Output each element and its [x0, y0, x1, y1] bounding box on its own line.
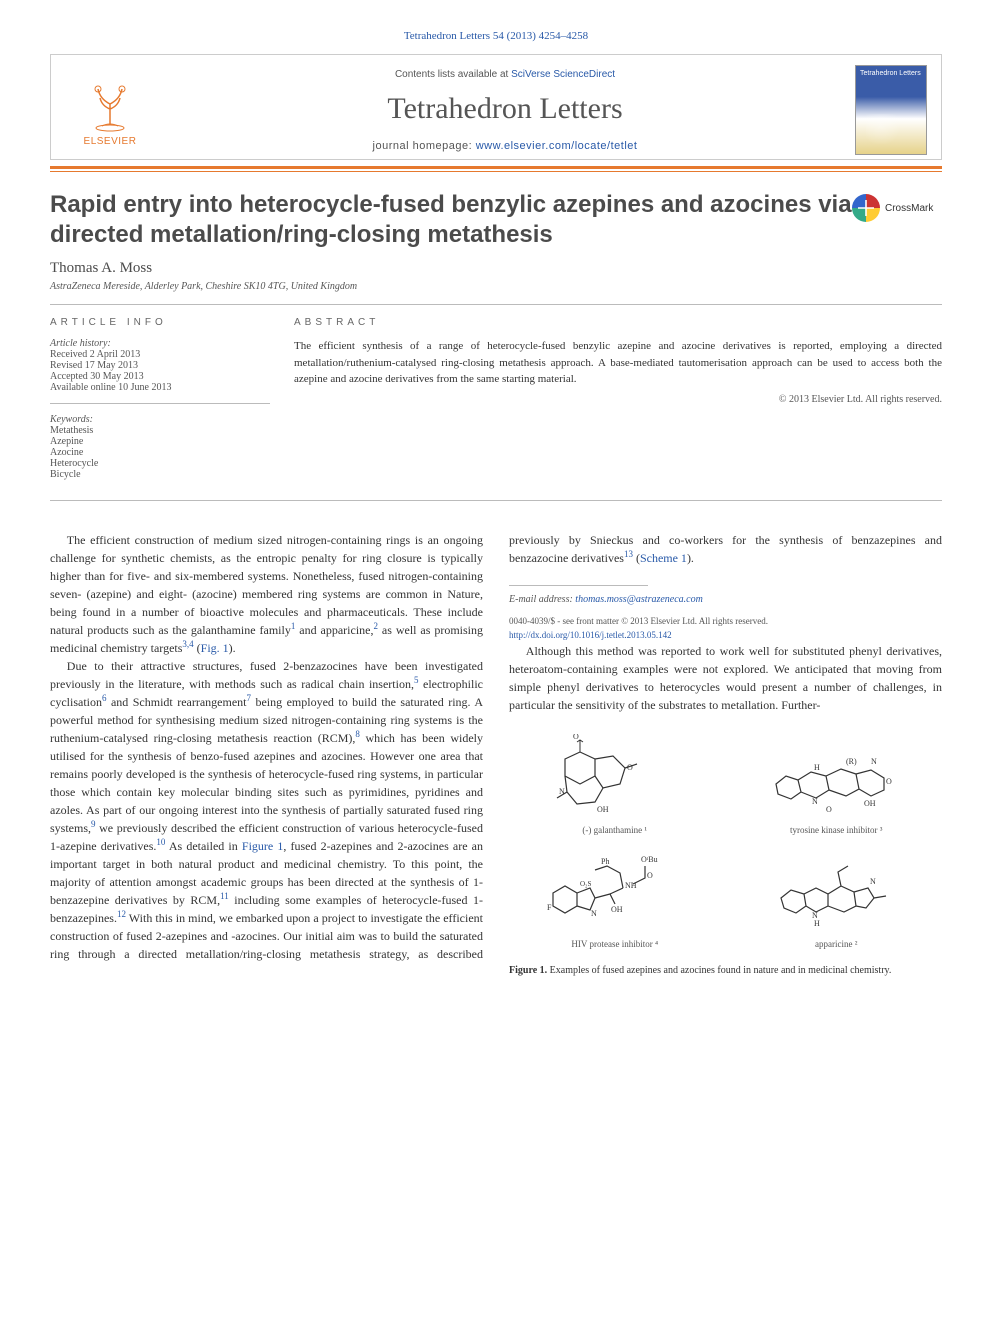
svg-text:(R): (R) — [846, 757, 857, 766]
keywords-block: Keywords: Metathesis Azepine Azocine Het… — [50, 414, 270, 480]
doi-link[interactable]: http://dx.doi.org/10.1016/j.tetlet.2013.… — [509, 630, 672, 640]
figure-1: O O N OH (-) galanthamine ¹ — [509, 728, 942, 978]
ref-11[interactable]: 11 — [220, 891, 229, 901]
molecule-hiv: F O₂S N OH NH O OᵗBu Ph — [509, 848, 721, 952]
crossmark-badge[interactable]: CrossMark — [852, 194, 942, 222]
fig1-link[interactable]: Fig. 1 — [201, 641, 229, 655]
svg-text:F: F — [547, 903, 552, 912]
ref-12[interactable]: 12 — [117, 909, 126, 919]
figure-1-caption: Figure 1. Examples of fused azepines and… — [509, 963, 942, 978]
fig1-link-2[interactable]: Figure 1 — [242, 839, 283, 853]
homepage-link[interactable]: www.elsevier.com/locate/tetlet — [476, 140, 638, 152]
svg-text:H: H — [814, 919, 820, 928]
ref-13[interactable]: 13 — [624, 549, 633, 559]
article-body: The efficient construction of medium siz… — [50, 500, 942, 978]
svg-text:O: O — [573, 734, 579, 741]
svg-text:N: N — [870, 877, 876, 886]
svg-text:OᵗBu: OᵗBu — [641, 855, 658, 864]
molecule-apparicine: N H N apparicine ² — [731, 848, 943, 952]
journal-cover-thumbnail: Tetrahedron Letters — [855, 65, 927, 155]
article-info-label: ARTICLE INFO — [50, 317, 270, 328]
ref-3-4[interactable]: 3,4 — [182, 639, 193, 649]
body-paragraph-3: Although this method was reported to wor… — [509, 642, 942, 714]
svg-text:N: N — [591, 909, 597, 918]
journal-masthead: ELSEVIER Contents lists available at Sci… — [50, 54, 942, 160]
svg-text:OH: OH — [611, 905, 623, 914]
author-name: Thomas A. Moss — [50, 260, 942, 277]
publisher-logo-block: ELSEVIER — [65, 74, 155, 147]
svg-text:OH: OH — [864, 799, 876, 808]
footer-copyright: 0040-4039/$ - see front matter © 2013 El… — [509, 615, 942, 642]
svg-text:O: O — [826, 805, 832, 814]
svg-text:OH: OH — [597, 805, 609, 814]
email-link[interactable]: thomas.moss@astrazeneca.com — [575, 594, 703, 605]
crossmark-icon — [852, 194, 880, 222]
sciencedirect-link[interactable]: SciVerse ScienceDirect — [511, 69, 615, 80]
molecule-tki: N H O (R) O OH N tyrosine kinase inhibit… — [731, 734, 943, 838]
svg-text:O: O — [886, 777, 892, 786]
article-history: Article history: Received 2 April 2013 R… — [50, 338, 270, 404]
header-citation: Tetrahedron Letters 54 (2013) 4254–4258 — [50, 30, 942, 42]
journal-title: Tetrahedron Letters — [155, 92, 855, 126]
body-paragraph-1: The efficient construction of medium siz… — [50, 531, 483, 657]
author-affiliation: AstraZeneca Mereside, Alderley Park, Che… — [50, 281, 942, 292]
footnote-divider — [509, 585, 648, 592]
svg-text:N: N — [871, 757, 877, 766]
abstract-text: The efficient synthesis of a range of he… — [294, 338, 942, 388]
svg-text:N: N — [812, 797, 818, 806]
article-title: Rapid entry into heterocycle-fused benzy… — [50, 190, 942, 250]
svg-text:H: H — [814, 763, 820, 772]
publisher-name: ELSEVIER — [84, 136, 137, 147]
molecule-galanthamine: O O N OH (-) galanthamine ¹ — [509, 734, 721, 838]
abstract-label: ABSTRACT — [294, 317, 942, 328]
scheme1-link[interactable]: Scheme 1 — [640, 551, 687, 565]
crossmark-label: CrossMark — [885, 203, 933, 214]
orange-divider-bars — [50, 166, 942, 172]
abstract-copyright: © 2013 Elsevier Ltd. All rights reserved… — [294, 394, 942, 405]
svg-text:O₂S: O₂S — [580, 880, 591, 888]
svg-text:Ph: Ph — [601, 857, 609, 866]
elsevier-tree-icon — [80, 74, 140, 134]
svg-text:O: O — [647, 871, 653, 880]
contents-available-line: Contents lists available at SciVerse Sci… — [155, 69, 855, 80]
homepage-line: journal homepage: www.elsevier.com/locat… — [155, 140, 855, 152]
corresponding-email: E-mail address: thomas.moss@astrazeneca.… — [509, 592, 942, 607]
